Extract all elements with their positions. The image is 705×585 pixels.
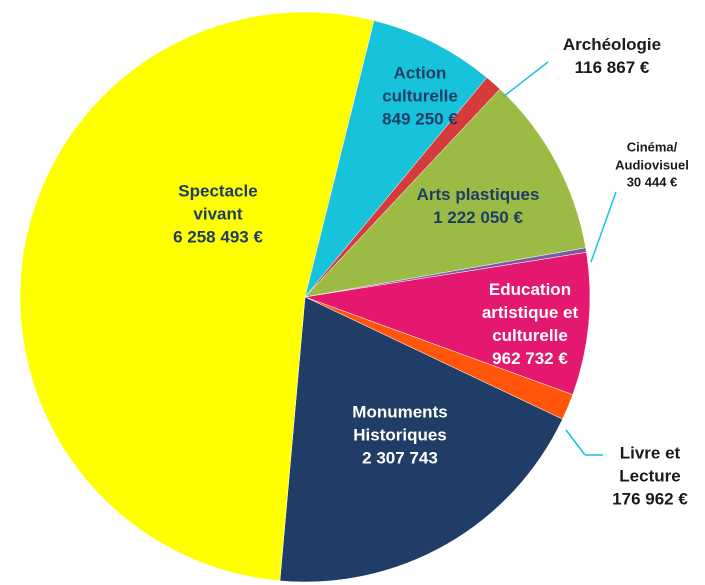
value-label: 116 867 €	[574, 58, 650, 77]
leader-lines	[502, 61, 617, 456]
value-label: 2 307 743	[362, 448, 438, 468]
category-name: Livre et Lecture	[619, 443, 681, 486]
category-name: Spectacle vivant	[178, 181, 258, 224]
slice-label: Cinéma/ Audiovisuel 30 444 €	[602, 139, 702, 192]
leader-line	[565, 429, 586, 456]
slice-label: Education artistique et culturelle 962 73…	[465, 279, 595, 371]
pie-slice	[279, 296, 563, 583]
value-label: 849 250 €	[382, 109, 458, 129]
category-name: Monuments Historiques	[352, 402, 448, 445]
value-label: 962 732 €	[492, 348, 568, 368]
slice-label: Arts plastiques 1 222 050 €	[408, 184, 548, 230]
category-name: Action culturelle	[382, 63, 458, 106]
value-label: 30 444 €	[626, 174, 678, 190]
pie-slice	[19, 11, 375, 582]
value-label: 1 222 050 €	[433, 208, 523, 227]
pie-slice	[304, 20, 488, 298]
leader-line	[502, 61, 549, 98]
category-name: Archéologie	[562, 35, 662, 55]
slice-label: Action culturelle 849 250 €	[365, 63, 475, 132]
value-label: 176 962 €	[612, 489, 688, 509]
slice-label: Monuments Historiques 2 307 743	[330, 402, 470, 471]
slice-label: Spectacle vivant 6 258 493 €	[158, 181, 278, 250]
slice-label: Archéologie 116 867 €	[537, 34, 687, 80]
pie-slice	[304, 88, 587, 298]
pie-slice	[304, 252, 591, 396]
category-name: Arts plastiques	[416, 185, 540, 205]
value-label: 6 258 493 €	[173, 227, 263, 247]
leader-line	[590, 191, 617, 263]
slice-label: Livre et Lecture 176 962 €	[605, 443, 695, 512]
category-name: Education artistique et culturelle	[481, 280, 579, 345]
category-name: Cinéma/ Audiovisuel	[615, 139, 689, 173]
